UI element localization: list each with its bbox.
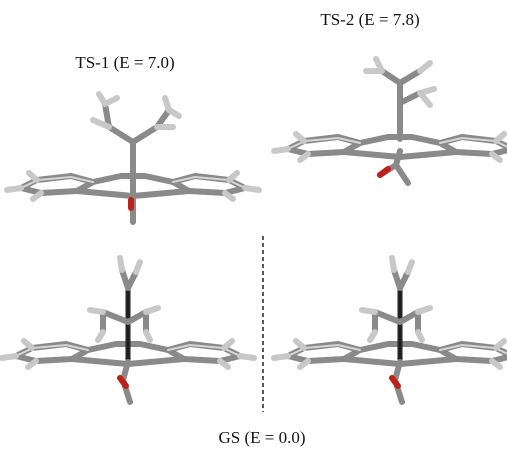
ts1-label: TS-1 (E = 7.0) xyxy=(75,53,174,72)
ts2-molecule xyxy=(274,59,507,183)
gs-molecule-left xyxy=(2,258,254,402)
ts1-molecule xyxy=(7,94,259,222)
gs-label: GS (E = 0.0) xyxy=(218,428,305,447)
ts2-label: TS-2 (E = 7.8) xyxy=(320,10,419,29)
gs-molecule-right xyxy=(274,258,507,402)
figure: TS-1 (E = 7.0) TS-2 (E = 7.8) GS (E = 0.… xyxy=(0,0,507,449)
ring-system xyxy=(274,134,507,160)
